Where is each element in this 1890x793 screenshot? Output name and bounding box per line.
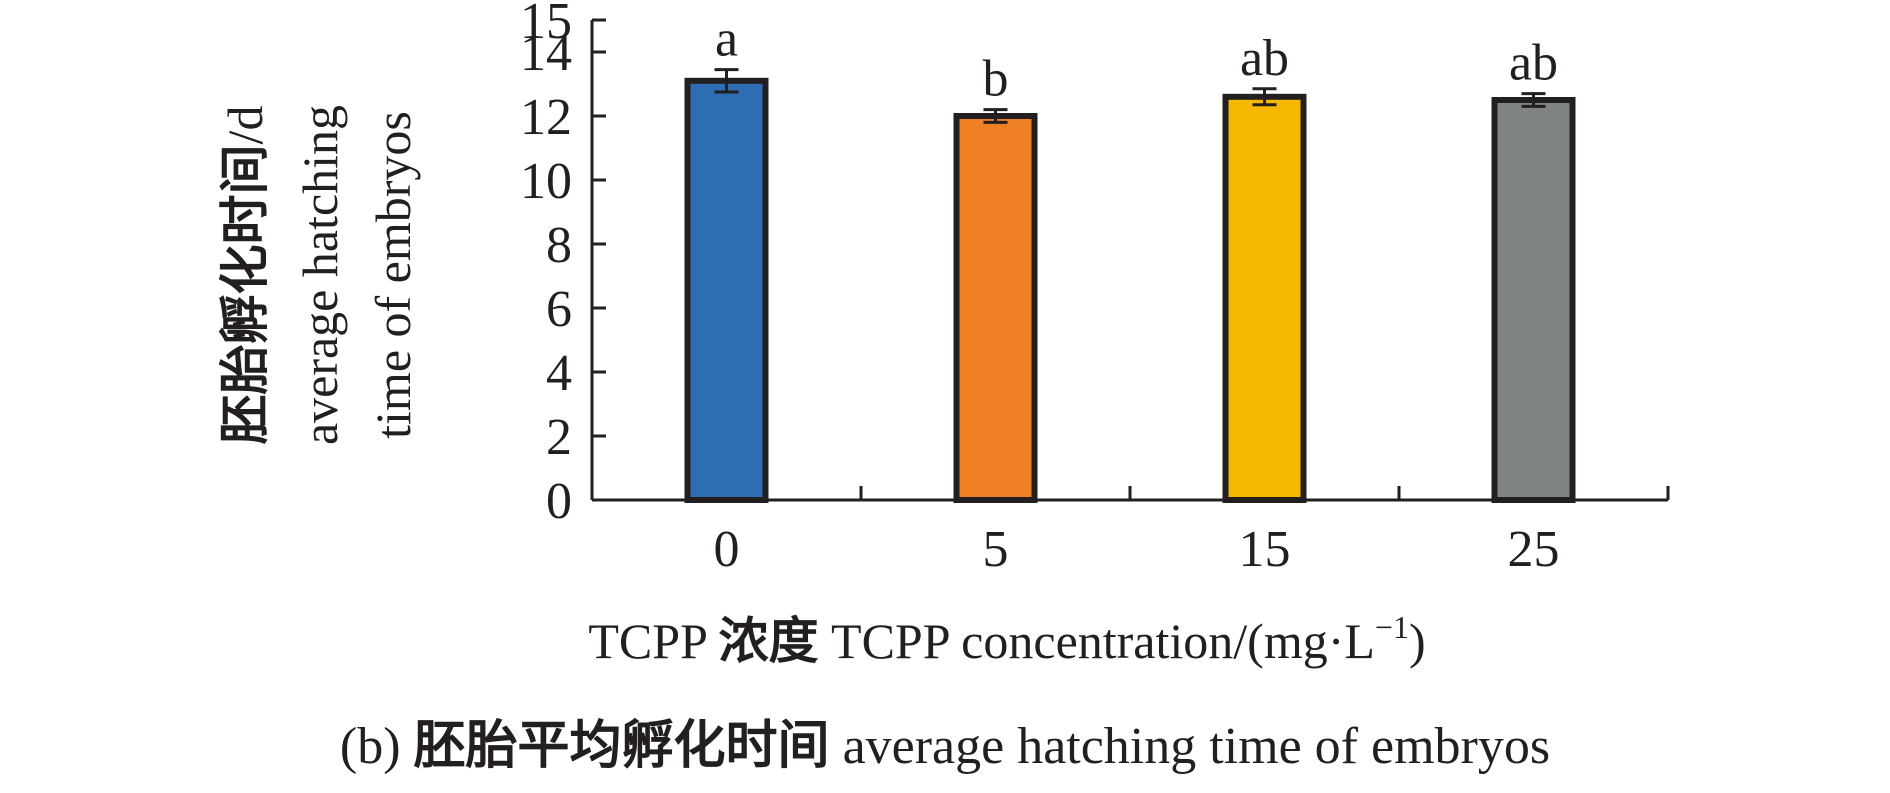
x-tick-labels: 0 5 15 25 — [714, 521, 1560, 578]
figure-caption: (b) 胚胎平均孵化时间 average hatching time of em… — [340, 717, 1550, 775]
x-tick-label: 0 — [714, 521, 740, 578]
x-axis-title-prefix: TCPP — [588, 613, 706, 669]
x-axis-title-close: ) — [1409, 613, 1426, 669]
y-tick-label: 0 — [546, 473, 572, 530]
y-tick-label: 8 — [546, 217, 572, 274]
bar-5 — [953, 113, 1038, 503]
significance-label: ab — [1509, 35, 1558, 92]
y-axis-title: 胚胎孵化时间/d average hatching time of embryo… — [217, 105, 421, 445]
y-ticks: 0 2 4 6 8 10 12 14 — [520, 18, 606, 530]
x-ticks — [859, 486, 1670, 500]
bar-25 — [1491, 97, 1576, 503]
x-axis-title-dot: · — [1328, 613, 1345, 669]
x-tick-label: 5 — [983, 521, 1009, 578]
x-axis-title-en: TCPP concentration/(mg — [831, 613, 1328, 669]
y-tick-label: 12 — [520, 89, 572, 146]
y-axis-title-line1: 胚胎孵化时间/d — [217, 106, 273, 445]
x-tick-label: 15 — [1239, 521, 1291, 578]
y-tick-label-top: 15 — [520, 0, 572, 50]
y-tick-label: 6 — [546, 281, 572, 338]
y-tick-label: 14 — [520, 25, 572, 82]
y-axis-title-unit: /d — [217, 106, 273, 145]
bars: ab ab ab — [684, 11, 1576, 504]
x-axis-title-unit: L — [1344, 613, 1375, 669]
x-axis-title-superscript: −1 — [1375, 609, 1409, 645]
y-axis-title-line2: average hatching — [292, 105, 348, 445]
significance-label: b — [983, 51, 1009, 108]
y-tick-label: 4 — [546, 345, 572, 402]
bar-0 — [684, 77, 769, 504]
y-axis-title-cn: 胚胎孵化时间 — [217, 144, 273, 444]
significance-label: a — [715, 11, 738, 68]
bar-15 — [1222, 93, 1307, 504]
caption-cn: 胚胎平均孵化时间 — [414, 717, 830, 775]
x-axis-title: TCPP 浓度 TCPP concentration/(mg·L−1) — [588, 609, 1425, 669]
y-tick-label: 10 — [520, 153, 572, 210]
x-tick-label: 25 — [1508, 521, 1560, 578]
caption-en: average hatching time of embryos — [843, 718, 1551, 775]
x-axis-title-cn: 浓度 — [719, 613, 819, 669]
caption-label: (b) — [340, 718, 401, 775]
significance-label: ab — [1240, 30, 1289, 87]
y-tick-label: 2 — [546, 409, 572, 466]
y-axis-title-line3: time of embryos — [365, 111, 421, 439]
